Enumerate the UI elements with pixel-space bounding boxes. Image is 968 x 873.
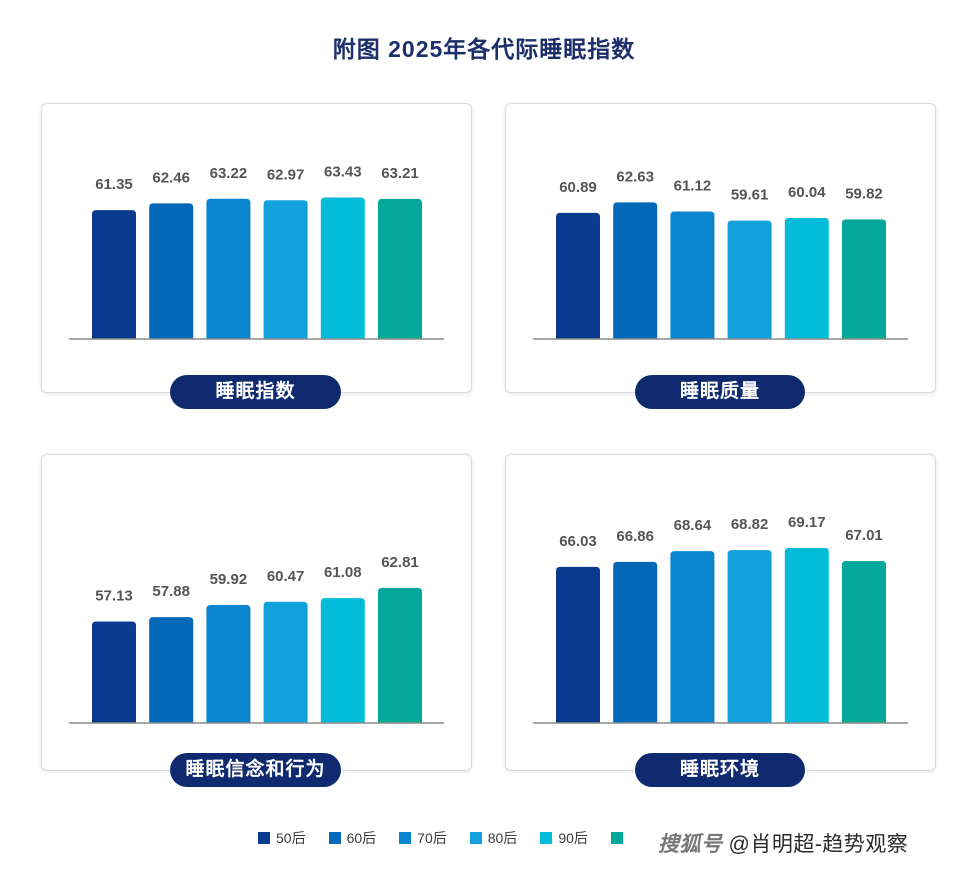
bar-50后: [556, 212, 600, 339]
bar-90后: [784, 217, 829, 339]
data-label: 63.43: [324, 164, 362, 181]
data-label: 68.82: [731, 516, 769, 533]
bar-70后: [206, 198, 251, 339]
chart-panel-sleep-environment: 66.03 66.86 68.64 68.82 69.17 67.01: [505, 454, 936, 771]
data-label: 63.22: [210, 165, 248, 182]
data-label: 60.47: [267, 568, 305, 585]
bar-70后: [206, 605, 251, 723]
legend-item: 70后: [399, 828, 447, 848]
legend-swatch: [328, 832, 341, 844]
chart-panel-sleep-belief: 57.13 57.88 59.92 60.47 61.08 62.81: [41, 454, 472, 771]
data-label: 61.35: [95, 176, 133, 193]
bar-50后: [556, 566, 600, 723]
data-label: 57.13: [95, 588, 133, 605]
data-label: 63.21: [381, 165, 419, 182]
chart-sleep-quality: 60.89 62.63 61.12 59.61 60.04 59.82: [533, 168, 908, 340]
data-label: 60.89: [559, 179, 597, 196]
bar-60后: [149, 617, 194, 723]
legend-item: [610, 832, 629, 844]
figure-title: 附图 2025年各代际睡眠指数: [332, 36, 636, 62]
bar-50后: [92, 210, 136, 339]
chart-title-sleep-environment: 睡眠环境: [635, 753, 805, 787]
data-label: 57.88: [152, 583, 190, 600]
chart-title-sleep-quality: 睡眠质量: [635, 375, 805, 409]
chart-sleep-environment: 66.03 66.86 68.64 68.82 69.17 67.01: [533, 514, 908, 724]
data-label: 61.08: [324, 564, 362, 581]
data-label: 61.12: [674, 177, 712, 194]
data-label: 66.86: [616, 528, 654, 545]
legend-item: 60后: [328, 828, 377, 848]
watermark: 搜狐号 @肖明超-趋势观察: [658, 828, 908, 858]
bar-60后: [613, 561, 658, 723]
bar-70后: [670, 551, 715, 723]
bar-90后: [784, 547, 829, 723]
legend-label: 80后: [487, 830, 518, 846]
bar-80后: [727, 220, 772, 339]
bar-00后: [842, 560, 886, 723]
bar-00后: [378, 587, 422, 723]
legend-swatch: [540, 832, 553, 844]
legend-swatch-partial: [610, 832, 623, 844]
data-label: 59.82: [845, 185, 883, 202]
chart-title-sleep-belief: 睡眠信念和行为: [170, 753, 341, 787]
legend-swatch: [469, 832, 482, 844]
legend-label: 50后: [276, 830, 306, 846]
data-label: 59.61: [731, 187, 769, 204]
bar-90后: [320, 598, 365, 723]
data-label: 62.81: [381, 554, 419, 571]
chart-title-sleep-index: 睡眠指数: [170, 375, 341, 409]
bar-80后: [263, 200, 308, 339]
bar-00后: [842, 219, 886, 339]
data-label: 66.03: [559, 533, 597, 550]
bar-60后: [149, 203, 194, 339]
data-label: 62.97: [267, 166, 305, 183]
bar-50后: [92, 621, 136, 723]
bar-80后: [263, 601, 308, 723]
legend-label: 70后: [417, 830, 447, 846]
legend-item: 50后: [258, 828, 306, 848]
chart-sleep-belief: 57.13 57.88 59.92 60.47 61.08 62.81: [69, 554, 444, 724]
data-label: 60.04: [788, 184, 826, 201]
legend: 50后 60后 70后 80后 90后: [258, 828, 652, 848]
bar-90后: [320, 197, 365, 339]
data-label: 62.46: [152, 169, 190, 186]
chart-sleep-index: 61.35 62.46 63.22 62.97 63.43 63.21: [69, 164, 444, 340]
legend-label: 90后: [558, 830, 588, 846]
legend-label: 60后: [346, 830, 377, 846]
chart-panel-sleep-index: 61.35 62.46 63.22 62.97 63.43 63.21: [41, 103, 472, 393]
legend-item: 80后: [469, 828, 518, 848]
data-label: 68.64: [674, 517, 712, 534]
bar-60后: [613, 202, 658, 339]
data-label: 67.01: [845, 527, 883, 544]
chart-panel-sleep-quality: 60.89 62.63 61.12 59.61 60.04 59.82: [505, 103, 936, 393]
legend-swatch: [399, 832, 412, 844]
data-label: 59.92: [210, 571, 248, 588]
watermark-logo: 搜狐号: [658, 833, 723, 856]
data-label: 62.63: [616, 168, 654, 185]
bar-70后: [670, 211, 715, 339]
bar-00后: [378, 198, 422, 339]
data-label: 69.17: [788, 514, 826, 531]
legend-item: 90后: [540, 828, 588, 848]
legend-swatch: [258, 832, 270, 844]
watermark-text: @肖明超-趋势观察: [728, 833, 909, 856]
bar-80后: [727, 550, 772, 723]
